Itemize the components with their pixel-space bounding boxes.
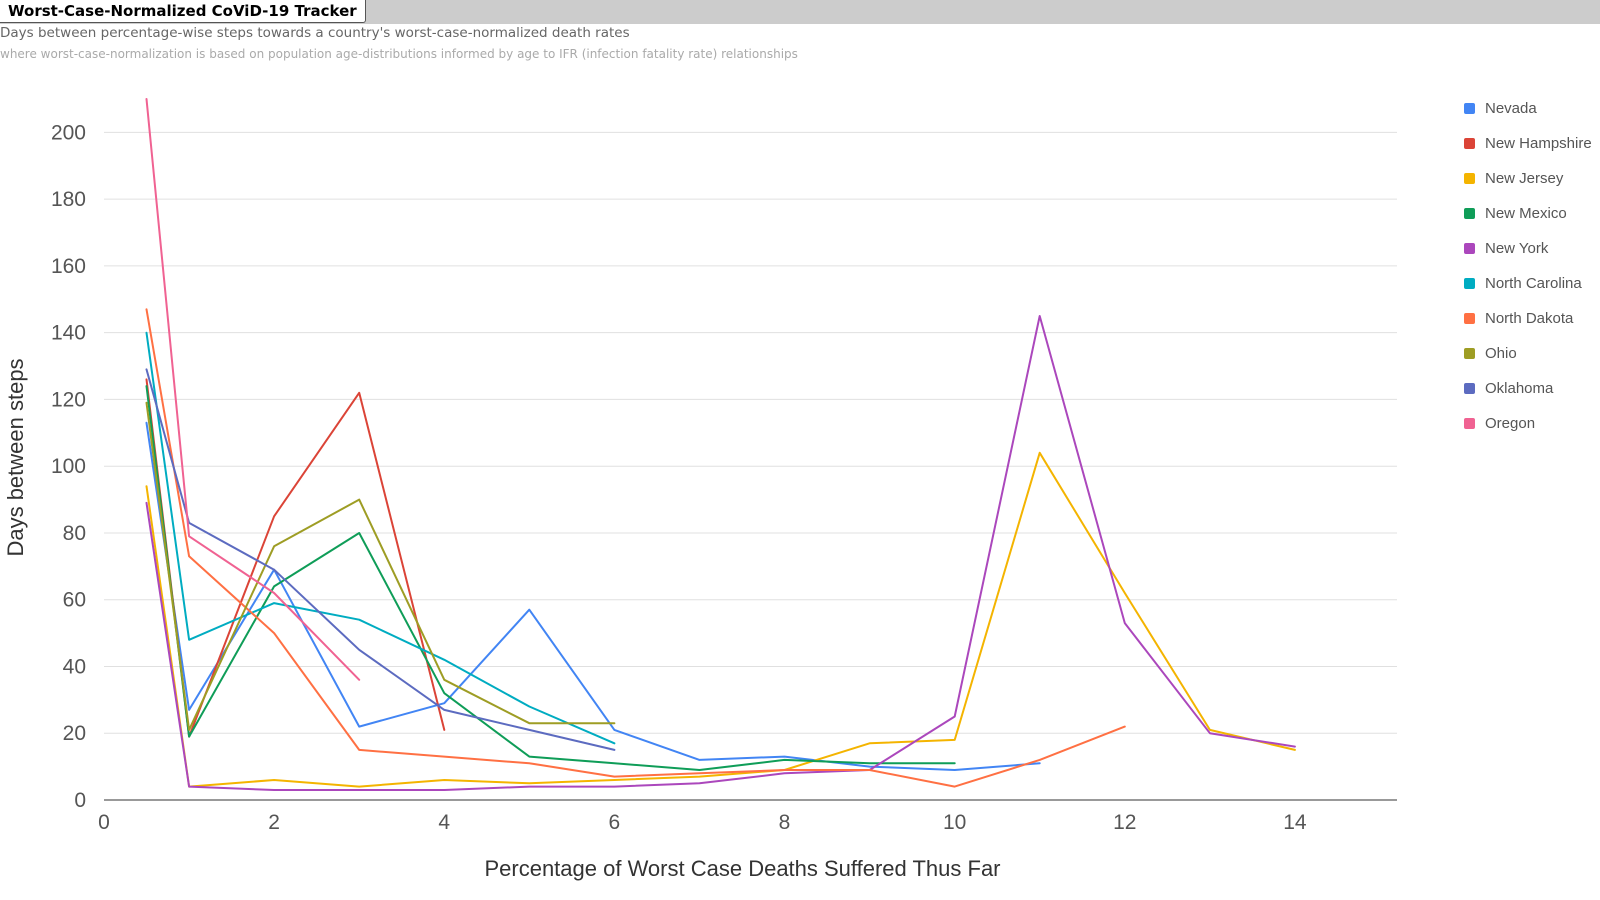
y-tick-label: 60 [63, 589, 86, 612]
legend-label: North Dakota [1485, 310, 1574, 327]
legend-swatch [1464, 348, 1475, 359]
legend-label: New York [1485, 240, 1549, 257]
legend-item-new-york[interactable]: New York [1464, 240, 1600, 275]
legend-label: New Hampshire [1485, 135, 1592, 152]
legend-swatch [1464, 243, 1475, 254]
series-line-new-york[interactable] [145, 315, 1296, 791]
x-axis-title: Percentage of Worst Case Deaths Suffered… [484, 856, 1000, 881]
x-tick-label: 12 [1113, 811, 1136, 834]
legend-swatch [1464, 103, 1475, 114]
legend-item-north-carolina[interactable]: North Carolina [1464, 275, 1600, 310]
legend-label: Ohio [1485, 345, 1517, 362]
x-tick-label: 14 [1283, 811, 1307, 834]
y-tick-label: 180 [51, 188, 86, 211]
y-tick-label: 80 [63, 522, 86, 545]
legend-label: Nevada [1485, 100, 1537, 117]
series-line-new-mexico[interactable] [145, 385, 956, 771]
legend-label: New Jersey [1485, 170, 1564, 187]
x-tick-label: 10 [943, 811, 966, 834]
series-line-nevada[interactable] [145, 421, 1041, 771]
y-tick-label: 100 [51, 455, 86, 478]
x-tick-label: 0 [98, 811, 110, 834]
legend-item-oregon[interactable]: Oregon [1464, 415, 1600, 450]
y-axis-title: Days between steps [3, 358, 28, 556]
legend-swatch [1464, 383, 1475, 394]
legend-item-oklahoma[interactable]: Oklahoma [1464, 380, 1600, 415]
legend-swatch [1464, 208, 1475, 219]
legend-label: New Mexico [1485, 205, 1567, 222]
chart-legend: Nevada New Hampshire New Jersey New Mexico N… [1464, 100, 1600, 450]
chart-subtitle-secondary: where worst-case-normalization is based … [0, 47, 798, 61]
legend-item-new-hampshire[interactable]: New Hampshire [1464, 135, 1600, 170]
legend-swatch [1464, 278, 1475, 289]
x-tick-label: 8 [779, 811, 791, 834]
y-tick-label: 200 [51, 121, 86, 144]
y-tick-label: 0 [74, 789, 86, 812]
y-tick-label: 20 [63, 722, 86, 745]
x-tick-label: 2 [268, 811, 280, 834]
legend-item-nevada[interactable]: Nevada [1464, 100, 1600, 135]
legend-swatch [1464, 173, 1475, 184]
legend-item-new-jersey[interactable]: New Jersey [1464, 170, 1600, 205]
series-line-oregon[interactable] [145, 98, 361, 681]
chart-subtitle: Days between percentage-wise steps towar… [0, 25, 630, 41]
y-tick-label: 140 [51, 322, 86, 345]
y-tick-label: 120 [51, 388, 86, 411]
legend-item-ohio[interactable]: Ohio [1464, 345, 1600, 380]
legend-swatch [1464, 138, 1475, 149]
x-tick-label: 6 [609, 811, 621, 834]
legend-label: Oregon [1485, 415, 1536, 432]
series-line-ohio[interactable] [145, 401, 616, 731]
legend-swatch [1464, 313, 1475, 324]
legend-item-north-dakota[interactable]: North Dakota [1464, 310, 1600, 345]
series-line-north-dakota[interactable] [145, 308, 1126, 788]
y-tick-label: 40 [63, 655, 86, 678]
legend-swatch [1464, 418, 1475, 429]
y-tick-label: 160 [51, 255, 86, 278]
legend-label: Oklahoma [1485, 380, 1554, 397]
series-line-oklahoma[interactable] [145, 368, 616, 751]
x-tick-label: 4 [438, 811, 450, 834]
series-line-north-carolina[interactable] [145, 331, 616, 745]
legend-label: North Carolina [1485, 275, 1582, 292]
app-title[interactable]: Worst-Case-Normalized CoViD-19 Tracker [0, 0, 366, 23]
series-line-new-jersey[interactable] [145, 451, 1296, 788]
legend-item-new-mexico[interactable]: New Mexico [1464, 205, 1600, 240]
